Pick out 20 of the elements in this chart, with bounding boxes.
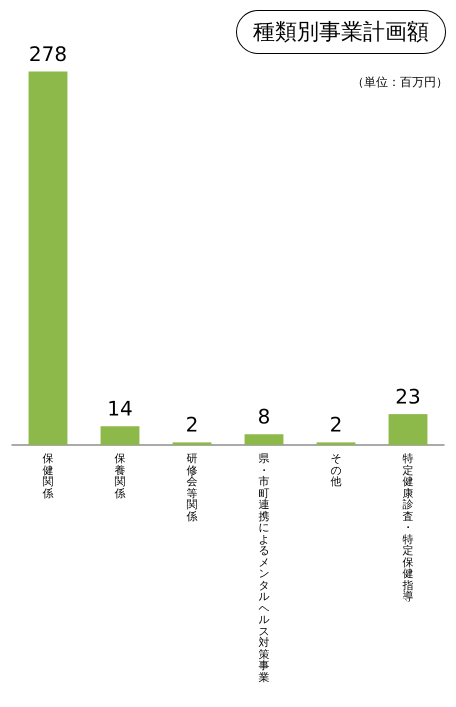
bar — [316, 442, 356, 445]
category-label: 県・市町連携によるメンタルヘルス対策事業 — [258, 452, 270, 684]
x-tick-label: 保健関係 — [42, 452, 54, 500]
x-tick-label: 保養関係 — [114, 452, 126, 500]
x-tick-label: その他 — [330, 452, 342, 488]
bar — [388, 414, 428, 445]
bar — [172, 442, 212, 445]
data-label: 23 — [395, 384, 421, 408]
bar — [28, 72, 68, 445]
annotation: （単位：百万円） — [352, 74, 448, 91]
bar — [100, 426, 140, 445]
chart-title: 種類別事業計画額 — [236, 10, 446, 54]
data-label: 278 — [28, 42, 68, 66]
data-label: 2 — [186, 412, 198, 437]
data-label: 8 — [258, 404, 270, 428]
data-label: 14 — [107, 396, 133, 420]
x-tick-label: 研修会等関係 — [186, 452, 198, 522]
data-label: 2 — [330, 412, 342, 437]
bar — [244, 434, 284, 445]
category-label: 特定健康診査・特定保健指導 — [402, 452, 414, 603]
